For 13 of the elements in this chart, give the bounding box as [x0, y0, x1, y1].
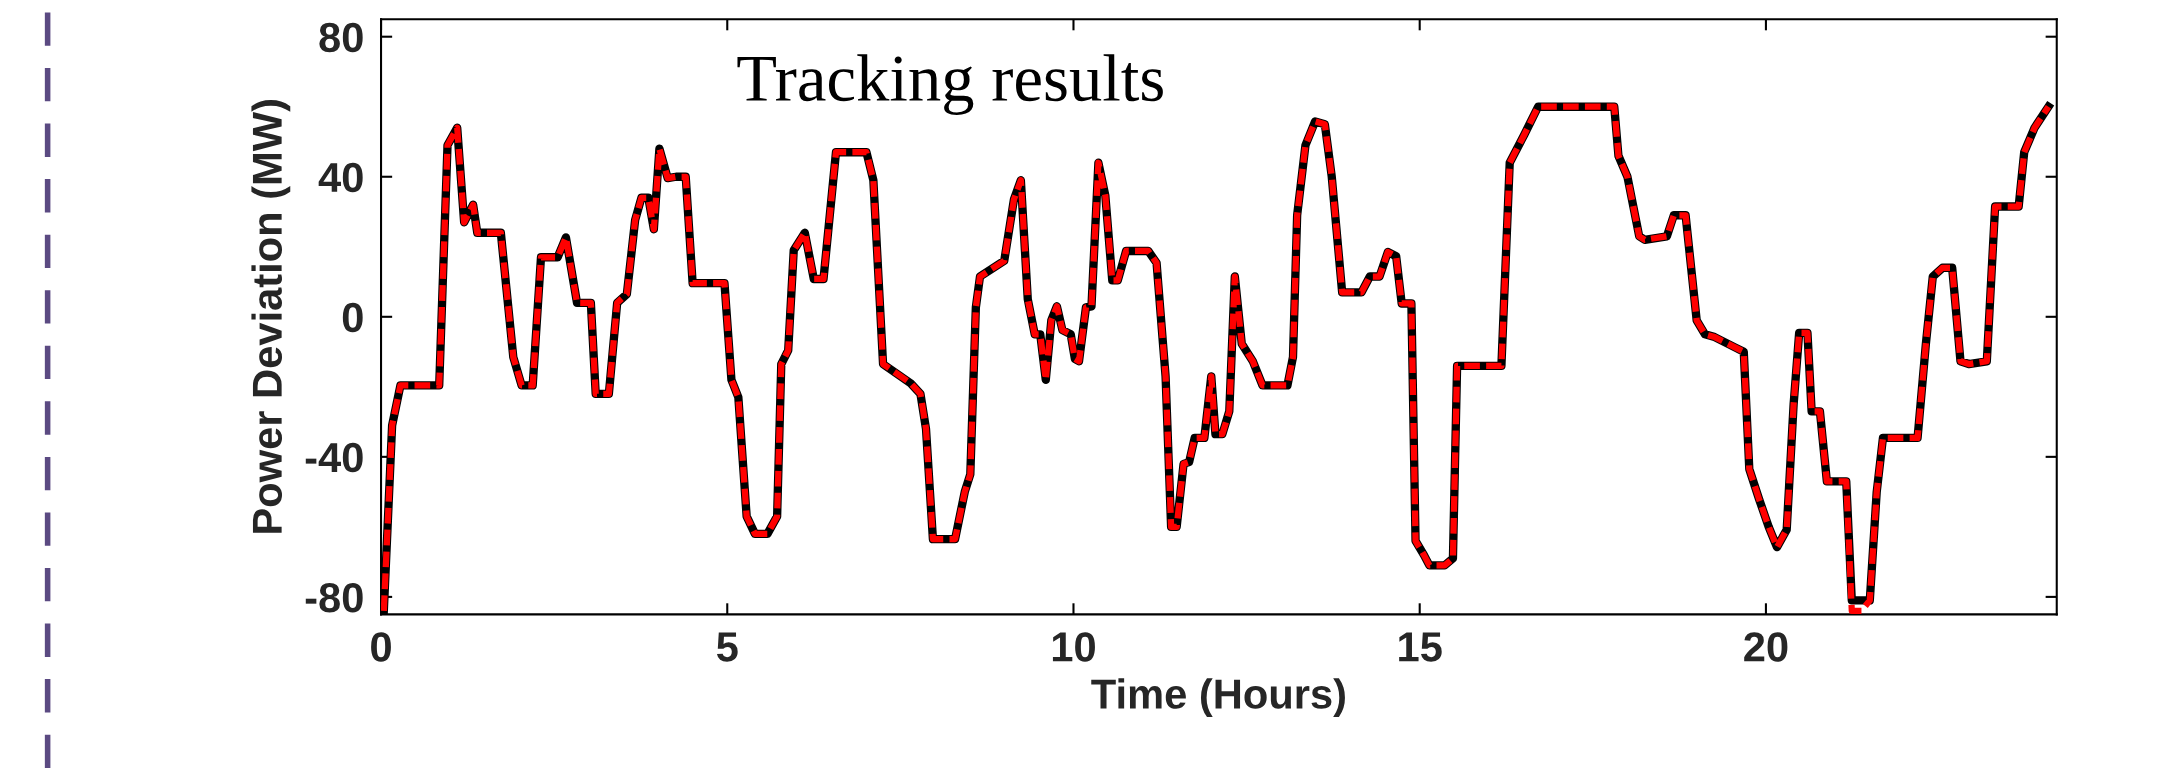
annotation: Tracking results	[737, 54, 1163, 115]
y-tick-label: 80	[319, 22, 363, 53]
x-tick-label: 15	[1399, 632, 1442, 662]
x-tick-label: 20	[1744, 632, 1788, 662]
y-tick-label: 40	[318, 162, 363, 193]
x-tick-label: 0	[371, 632, 391, 662]
y-axis-title: Power Deviation (MW)	[251, 100, 291, 533]
x-axis-title: Time (Hours)	[1091, 678, 1345, 718]
y-tick-label: -80	[305, 582, 363, 613]
x-tick-label: 10	[1052, 632, 1095, 662]
x-tick-label: 5	[716, 632, 738, 662]
y-tick-label: -40	[305, 442, 363, 473]
y-tick-label: 0	[342, 302, 363, 333]
